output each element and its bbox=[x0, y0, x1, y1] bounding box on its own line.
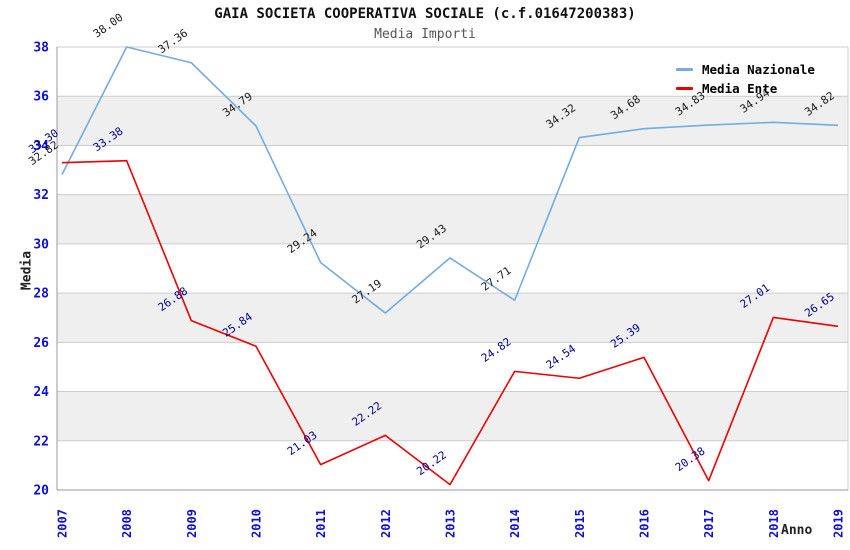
x-tick-label: 2018 bbox=[767, 509, 781, 538]
chart-subtitle: Media Importi bbox=[374, 27, 476, 42]
x-tick-label: 2011 bbox=[314, 509, 328, 538]
y-tick-label: 24 bbox=[33, 385, 49, 400]
legend-label-media-nazionale: Media Nazionale bbox=[702, 61, 815, 77]
y-tick-label: 20 bbox=[33, 484, 49, 499]
plot-band bbox=[57, 145, 848, 195]
y-tick-label: 30 bbox=[33, 237, 49, 252]
y-axis-title: Media bbox=[19, 250, 35, 291]
line-swatch-ente-icon bbox=[676, 86, 693, 90]
x-tick-label: 2007 bbox=[56, 509, 70, 538]
y-tick-label: 34 bbox=[33, 139, 49, 154]
data-label: 38.00 bbox=[91, 11, 126, 41]
line-swatch-nazionale-icon bbox=[676, 67, 693, 71]
series-line-media-nazionale bbox=[61, 46, 839, 314]
plot-band bbox=[57, 391, 848, 441]
legend-item-media-nazionale: Media Nazionale bbox=[676, 61, 815, 77]
x-tick-label: 2013 bbox=[444, 509, 458, 538]
y-tick-label: 26 bbox=[33, 336, 49, 351]
legend: Media Nazionale Media Ente bbox=[676, 61, 815, 96]
y-tick-label: 36 bbox=[33, 90, 49, 105]
plot-band bbox=[57, 342, 848, 392]
x-tick-label: 2010 bbox=[250, 509, 264, 538]
legend-label-media-ente: Media Ente bbox=[702, 80, 778, 96]
x-tick-label: 2014 bbox=[508, 509, 522, 538]
x-tick-label: 2017 bbox=[702, 509, 716, 538]
x-tick-label: 2012 bbox=[379, 509, 393, 538]
y-tick-label: 32 bbox=[33, 188, 49, 203]
x-axis-title: Anno bbox=[781, 523, 813, 538]
plot-band bbox=[57, 96, 848, 146]
plot-band bbox=[57, 243, 848, 294]
y-tick-label: 28 bbox=[33, 287, 49, 302]
y-tick-label: 38 bbox=[33, 41, 49, 56]
y-tick-label: 22 bbox=[33, 434, 49, 449]
x-tick-label: 2009 bbox=[185, 509, 199, 538]
plot-band bbox=[57, 194, 848, 244]
plot-band bbox=[57, 47, 848, 97]
chart-title: GAIA SOCIETA COOPERATIVA SOCIALE (c.f.01… bbox=[214, 6, 636, 22]
series-line-media-ente bbox=[61, 159, 839, 486]
plot-band bbox=[57, 293, 848, 343]
x-tick-label: 2016 bbox=[638, 509, 652, 538]
legend-item-media-ente: Media Ente bbox=[676, 80, 815, 96]
x-tick-label: 2008 bbox=[120, 509, 134, 538]
x-tick-label: 2015 bbox=[573, 509, 587, 538]
x-tick-label: 2019 bbox=[832, 509, 846, 538]
plot-band bbox=[57, 440, 848, 490]
